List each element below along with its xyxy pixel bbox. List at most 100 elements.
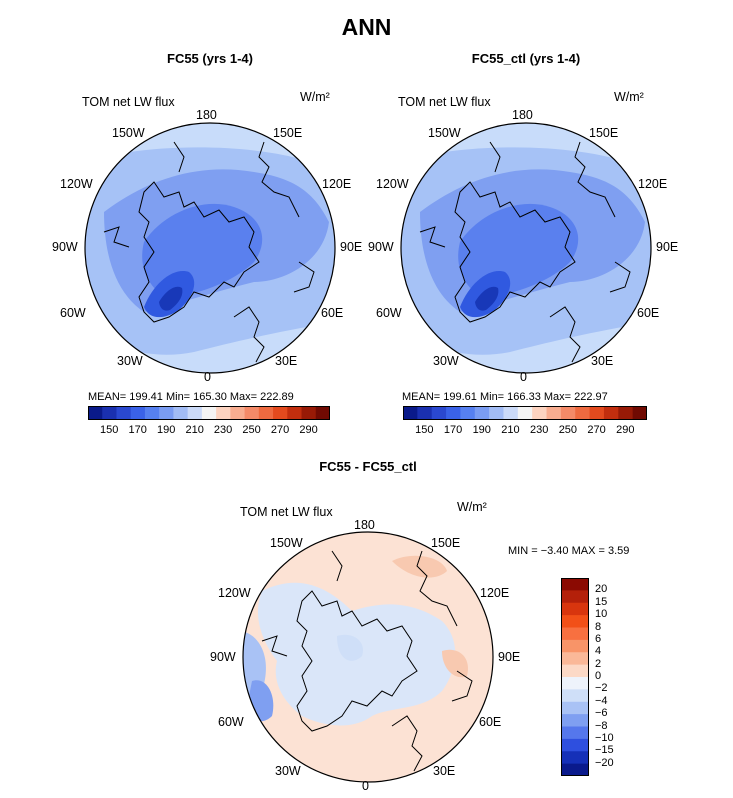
colorbar-swatch xyxy=(618,406,634,420)
p1-lon-30e: 30E xyxy=(275,354,298,368)
colorbar-swatch xyxy=(201,406,217,420)
colorbar-swatch xyxy=(417,406,433,420)
colorbar-tick-label: 210 xyxy=(501,424,520,436)
colorbar-swatch xyxy=(561,714,589,727)
colorbar-swatch xyxy=(561,726,589,740)
colorbar-tick-label: 150 xyxy=(100,424,119,436)
colorbar-tick-label: −2 xyxy=(595,682,608,695)
colorbar-swatch xyxy=(561,664,589,678)
colorbar-tick-label: 230 xyxy=(529,424,549,436)
panel-2-colorbar-ticks: 150 170 190 210 230 250 270 290 xyxy=(403,424,647,438)
panel-1-title: FC55 (yrs 1-4) xyxy=(167,51,253,66)
p2-lon-0: 0 xyxy=(520,370,527,384)
colorbar-swatch xyxy=(102,406,117,420)
p1-lon-90w: 90W xyxy=(52,240,78,254)
colorbar-swatch xyxy=(474,406,490,420)
colorbar-swatch xyxy=(258,406,274,420)
colorbar-swatch xyxy=(532,406,548,420)
panel-1-polar-map xyxy=(84,122,336,374)
p3-lon-120e: 120E xyxy=(480,586,510,600)
colorbar-swatch xyxy=(431,406,447,420)
colorbar-swatch xyxy=(561,701,589,715)
colorbar-swatch xyxy=(315,406,330,420)
colorbar-swatch xyxy=(632,406,647,420)
colorbar-swatch xyxy=(187,406,203,420)
colorbar-tick-label: 190 xyxy=(472,424,491,436)
panel-2-title: FC55_ctl (yrs 1-4) xyxy=(471,51,581,66)
panel-1-colorbar xyxy=(88,406,330,420)
colorbar-tick-label: −20 xyxy=(595,756,614,769)
panel-3-stats: MIN = −3.40 MAX = 3.59 xyxy=(508,545,630,557)
colorbar-tick-label: 150 xyxy=(415,424,434,436)
colorbar-swatch xyxy=(216,406,231,420)
colorbar-tick-label: −6 xyxy=(595,707,608,720)
colorbar-swatch xyxy=(561,763,589,776)
colorbar-swatch xyxy=(503,406,519,420)
colorbar-swatch xyxy=(561,639,589,653)
p1-lon-0: 0 xyxy=(204,370,211,384)
panel-2-colorbar xyxy=(403,406,647,420)
colorbar-tick-label: 15 xyxy=(595,595,608,608)
colorbar-swatch xyxy=(230,406,246,420)
panel-3-polar-map xyxy=(242,531,494,783)
colorbar-swatch xyxy=(489,406,504,420)
colorbar-tick-label: 6 xyxy=(595,632,602,645)
panel-3-field-label: TOM net LW flux xyxy=(240,505,333,519)
p2-lon-30e: 30E xyxy=(591,354,614,368)
colorbar-swatch xyxy=(561,751,589,765)
colorbar-tick-label: 0 xyxy=(595,670,602,682)
colorbar-swatch xyxy=(589,406,605,420)
panel-1-colorbar-ticks: 150 170 190 210 230 250 270 290 xyxy=(88,424,330,438)
p1-lon-90e: 90E xyxy=(340,240,363,254)
panel-2-units: W/m² xyxy=(614,90,644,104)
p3-lon-30w: 30W xyxy=(275,764,301,778)
colorbar-swatch xyxy=(460,406,476,420)
colorbar-tick-label: 190 xyxy=(156,424,176,436)
colorbar-swatch xyxy=(561,738,589,752)
colorbar-tick-label: 8 xyxy=(595,620,602,633)
colorbar-swatch xyxy=(517,406,533,420)
colorbar-swatch xyxy=(561,615,589,628)
colorbar-swatch xyxy=(560,406,576,420)
p1-lon-60w: 60W xyxy=(60,306,86,320)
p1-lon-120e: 120E xyxy=(322,177,352,191)
panel-2-polar-map xyxy=(400,122,652,374)
p3-lon-0: 0 xyxy=(362,779,369,793)
panel-3-colorbar xyxy=(561,578,589,776)
panel-1-field-label: TOM net LW flux xyxy=(82,95,175,109)
panel-3-units: W/m² xyxy=(457,500,487,514)
p2-lon-60e: 60E xyxy=(637,306,660,320)
colorbar-swatch xyxy=(546,406,562,420)
colorbar-swatch xyxy=(244,406,260,420)
colorbar-tick-label: 290 xyxy=(616,424,635,436)
p3-lon-60w: 60W xyxy=(218,715,244,729)
p1-lon-30w: 30W xyxy=(117,354,143,368)
p3-lon-120w: 120W xyxy=(218,586,251,600)
p1-lon-60e: 60E xyxy=(321,306,344,320)
colorbar-tick-label: 210 xyxy=(185,424,204,436)
colorbar-swatch xyxy=(561,627,589,641)
colorbar-swatch xyxy=(561,578,589,591)
colorbar-swatch xyxy=(561,677,589,690)
colorbar-tick-label: 270 xyxy=(587,424,606,436)
colorbar-tick-label: 2 xyxy=(595,657,602,670)
p1-lon-120w: 120W xyxy=(60,177,93,191)
colorbar-tick-label: 170 xyxy=(443,424,463,436)
panel-2-stats: MEAN= 199.61 Min= 166.33 Max= 222.97 xyxy=(402,391,608,403)
p3-lon-90e: 90E xyxy=(498,650,521,664)
colorbar-tick-label: 170 xyxy=(128,424,147,436)
panel-3-colorbar-ticks: 20 15 10 8 6 4 2 0 −2 −4 −6 −8 −10 −15 −20 xyxy=(595,578,635,776)
colorbar-tick-label: 250 xyxy=(558,424,578,436)
p2-lon-180: 180 xyxy=(512,108,533,122)
p1-lon-180: 180 xyxy=(196,108,217,122)
colorbar-swatch xyxy=(603,406,619,420)
p3-lon-60e: 60E xyxy=(479,715,502,729)
p3-lon-150w: 150W xyxy=(270,536,303,550)
colorbar-frame xyxy=(88,406,330,420)
colorbar-frame xyxy=(561,578,589,776)
colorbar-swatch xyxy=(561,689,589,703)
colorbar-swatch xyxy=(116,406,132,420)
page-title: ANN xyxy=(341,14,392,40)
colorbar-tick-label: −10 xyxy=(595,731,614,744)
panel-1-stats: MEAN= 199.41 Min= 165.30 Max= 222.89 xyxy=(88,391,294,403)
